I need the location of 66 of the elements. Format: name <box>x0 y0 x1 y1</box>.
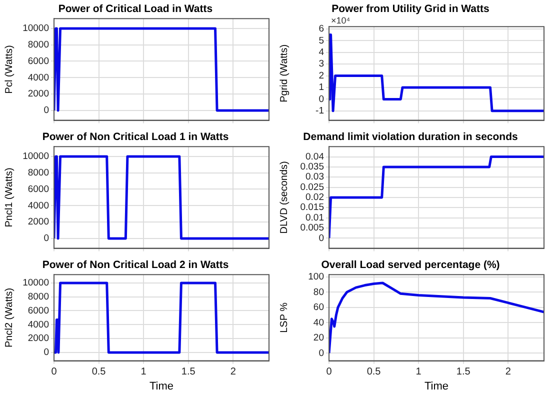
x-axis-title: Time <box>424 380 449 392</box>
y-tick-label: 0.005 <box>300 222 324 234</box>
y-axis-title: Pncl2 (Watts) <box>4 288 15 348</box>
y-tick-label: 0 <box>44 347 49 358</box>
y-tick-label: 0 <box>318 232 324 244</box>
y-tick-label: 8000 <box>28 39 49 50</box>
y-tick-label: 5 <box>318 35 324 46</box>
y-tick-label: 6000 <box>28 56 49 67</box>
x-tick-label: 1.5 <box>456 366 471 378</box>
y-tick-label: 0.025 <box>300 182 324 193</box>
chart-title: Power of Non Critical Load 2 in Watts <box>42 259 229 272</box>
y-tick-label: 4000 <box>28 200 49 212</box>
x-tick-label: 0 <box>51 366 58 378</box>
y-tick-label: 8000 <box>28 291 49 302</box>
y-tick-label: 20 <box>313 332 324 344</box>
y-tick-label: 2 <box>318 70 324 82</box>
x-tick-label: 2 <box>505 366 512 378</box>
y-tick-label: 0.015 <box>300 202 324 214</box>
y-tick-label: 4 <box>318 46 324 58</box>
y-tick-label: 0 <box>44 233 49 244</box>
y-axis-title: DLVD (seconds) <box>278 161 290 234</box>
chart-title: Power of Critical Load in Watts <box>58 3 213 16</box>
y-tick-label: 0 <box>318 94 324 105</box>
y-axis-title: Pncl1 (Watts) <box>4 168 15 228</box>
y-tick-label: 4000 <box>28 72 49 84</box>
y-tick-label: 2000 <box>28 333 49 344</box>
x-axis-title: Time <box>149 380 174 392</box>
x-tick-label: 0.5 <box>92 366 106 378</box>
y-tick-label: 10000 <box>22 278 49 289</box>
y-tick-label: 6 <box>318 24 324 35</box>
x-tick-label: 1 <box>140 366 147 378</box>
y-tick-label: 6000 <box>28 305 49 316</box>
y-tick-label: 2000 <box>28 88 49 100</box>
y-tick-label: 2000 <box>28 216 49 228</box>
y-axis-title: Pgrid (Watts) <box>278 44 290 102</box>
y-tick-label: 0 <box>44 105 49 116</box>
x-tick-label: 2 <box>230 366 236 378</box>
y-tick-label: 3 <box>318 58 324 70</box>
y-tick-label: 0.01 <box>306 212 324 224</box>
y-tick-label: 0.02 <box>306 192 324 204</box>
y-tick-label: 6000 <box>28 184 49 195</box>
y-tick-label: 80 <box>313 286 324 298</box>
x-tick-label: 0 <box>326 366 332 378</box>
y-tick-label: 8000 <box>28 167 49 178</box>
y-tick-label: 10000 <box>22 23 49 34</box>
y-axis-title: Pcl (Watts) <box>4 45 15 94</box>
y-tick-label: 0.03 <box>306 172 324 183</box>
x-tick-label: 0.5 <box>366 366 382 378</box>
chart-title: Power of Non Critical Load 1 in Watts <box>42 131 229 144</box>
y-tick-label: 0.04 <box>306 151 324 162</box>
y-tick-label: 40 <box>313 317 324 328</box>
y-axis-title: LSP % <box>278 302 290 333</box>
y-tick-label: 60 <box>313 302 324 314</box>
y-tick-label: 100 <box>308 272 324 283</box>
y-tick-label: 1 <box>318 82 324 94</box>
chart-title: Overall Load served percentage (%) <box>321 259 500 272</box>
y-tick-label: 10000 <box>22 151 49 162</box>
text: ×10⁴ <box>331 16 350 26</box>
chart-title: Power from Utility Grid in Watts <box>332 3 490 16</box>
y-tick-label: 4000 <box>28 319 49 330</box>
y-tick-label: 0.035 <box>300 162 324 173</box>
y-tick-label: 0 <box>318 348 324 359</box>
x-tick-label: 1.5 <box>181 366 196 378</box>
y-tick-label: -1 <box>316 106 324 117</box>
chart-title: Demand limit violation duration in seconds <box>303 131 518 144</box>
x-tick-label: 1 <box>416 366 422 378</box>
